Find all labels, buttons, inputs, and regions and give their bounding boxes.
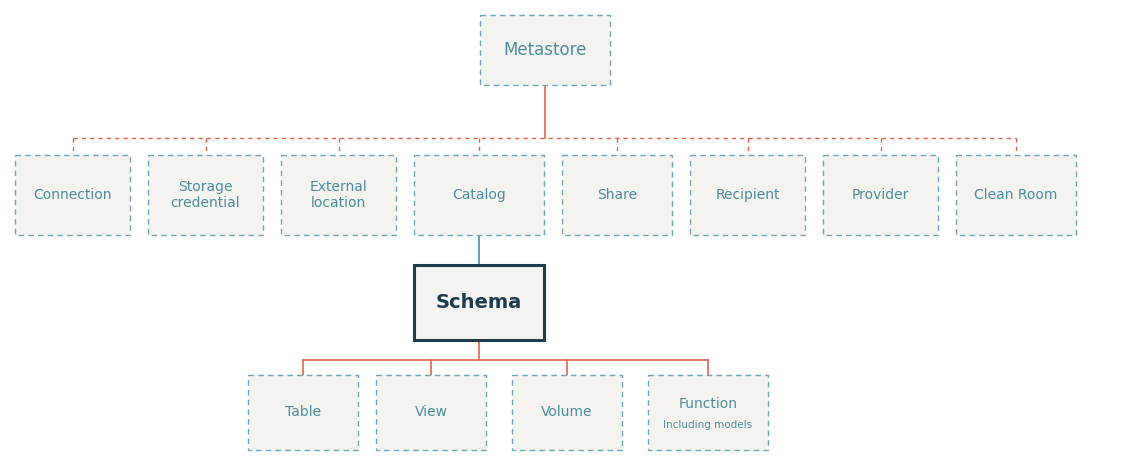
Text: Recipient: Recipient: [715, 188, 779, 202]
Bar: [248, 375, 358, 450]
Text: Schema: Schema: [436, 293, 522, 312]
Bar: [823, 155, 938, 235]
Bar: [512, 375, 622, 450]
Text: Provider: Provider: [852, 188, 909, 202]
Text: Metastore: Metastore: [503, 41, 587, 59]
Text: Storage
credential: Storage credential: [171, 180, 240, 210]
Bar: [15, 155, 130, 235]
Text: Table: Table: [285, 406, 321, 419]
Text: Function: Function: [678, 397, 737, 412]
Bar: [956, 155, 1076, 235]
Bar: [647, 375, 768, 450]
Bar: [377, 375, 486, 450]
Text: Catalog: Catalog: [452, 188, 506, 202]
Bar: [281, 155, 396, 235]
Bar: [148, 155, 263, 235]
Text: Including models: Including models: [664, 419, 753, 430]
Bar: [414, 265, 544, 340]
Bar: [414, 155, 544, 235]
Text: Volume: Volume: [541, 406, 592, 419]
Text: Connection: Connection: [33, 188, 111, 202]
Text: Clean Room: Clean Room: [975, 188, 1057, 202]
Text: View: View: [414, 406, 448, 419]
Text: External
location: External location: [310, 180, 367, 210]
Bar: [690, 155, 805, 235]
Text: Share: Share: [597, 188, 637, 202]
Bar: [480, 15, 610, 85]
Bar: [563, 155, 672, 235]
